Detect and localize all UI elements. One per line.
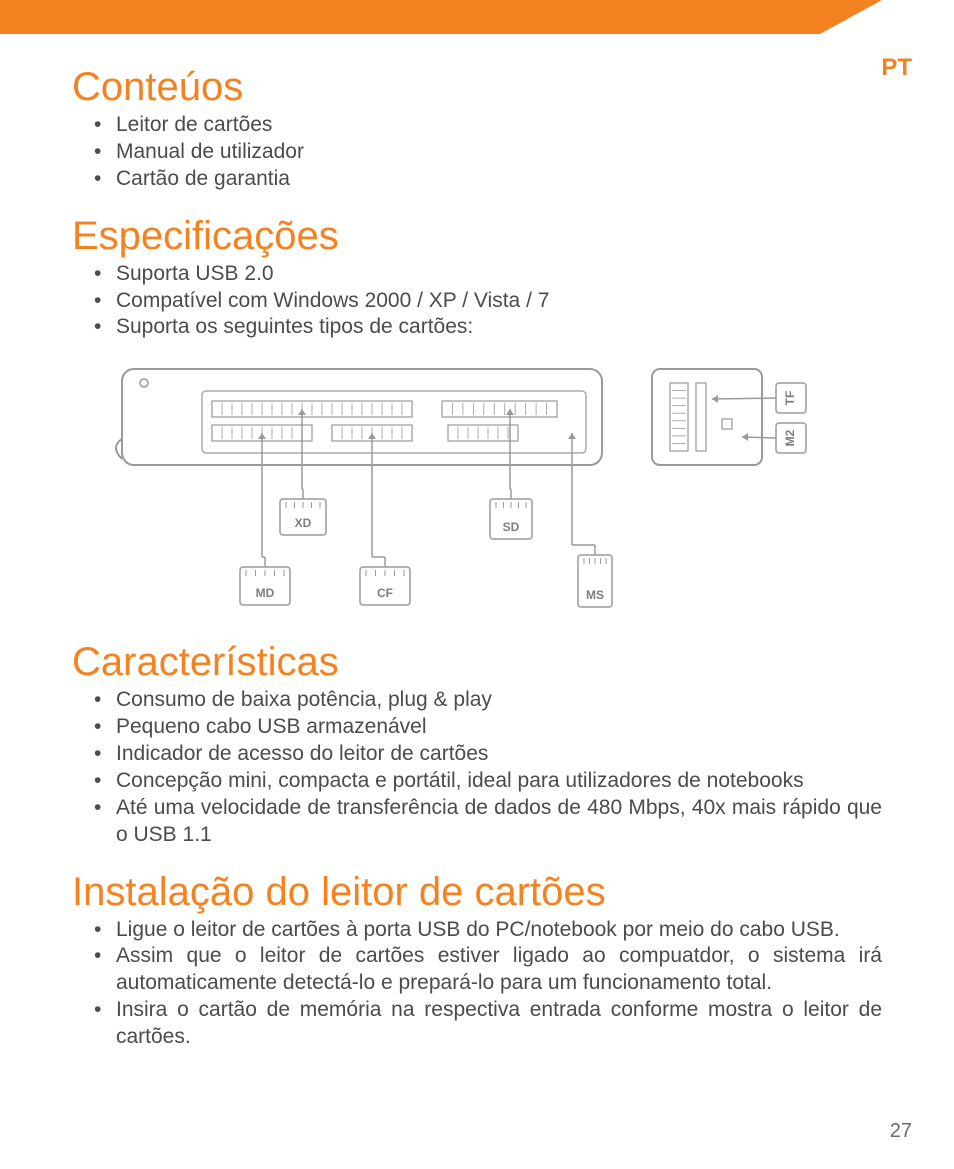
header-banner [0,0,954,54]
page-number: 27 [890,1120,912,1143]
heading-features: Características [72,641,882,683]
svg-text:TF: TF [783,391,797,406]
list-item: Leitor de cartões [112,112,882,139]
list-contents: Leitor de cartões Manual de utilizador C… [72,112,882,193]
heading-contents: Conteúos [72,66,882,108]
list-item: Suporta USB 2.0 [112,261,882,288]
svg-text:M2: M2 [783,430,797,447]
banner-wedge [820,0,882,34]
list-item: Compatível com Windows 2000 / XP / Vista… [112,288,882,315]
diagram-svg: XD MD CF SD MS TF M2 [112,359,832,619]
list-specs: Suporta USB 2.0 Compatível com Windows 2… [72,261,882,342]
list-item: Assim que o leitor de cartões estiver li… [112,943,882,997]
page-content: Conteúos Leitor de cartões Manual de uti… [0,66,954,1091]
list-item: Manual de utilizador [112,139,882,166]
list-item: Concepção mini, compacta e portátil, ide… [112,768,882,795]
svg-text:CF: CF [377,586,393,600]
list-features: Consumo de baixa potência, plug & play P… [72,687,882,848]
heading-specs: Especificações [72,215,882,257]
banner-bar [0,0,820,34]
list-item: Insira o cartão de memória na respectiva… [112,997,882,1051]
list-item: Até uma velocidade de transferência de d… [112,795,882,849]
svg-text:MS: MS [586,588,604,602]
list-item: Ligue o leitor de cartões à porta USB do… [112,917,882,944]
svg-text:XD: XD [295,516,312,530]
list-item: Pequeno cabo USB armazenável [112,714,882,741]
list-item: Consumo de baixa potência, plug & play [112,687,882,714]
list-install: Ligue o leitor de cartões à porta USB do… [72,917,882,1051]
list-item: Indicador de acesso do leitor de cartões [112,741,882,768]
heading-install: Instalação do leitor de cartões [72,871,882,913]
svg-text:SD: SD [503,520,520,534]
list-item: Suporta os seguintes tipos de cartões: [112,314,882,341]
svg-text:MD: MD [256,586,275,600]
card-reader-diagram: XD MD CF SD MS TF M2 [112,359,882,619]
language-tag: PT [881,54,912,82]
list-item: Cartão de garantia [112,166,882,193]
